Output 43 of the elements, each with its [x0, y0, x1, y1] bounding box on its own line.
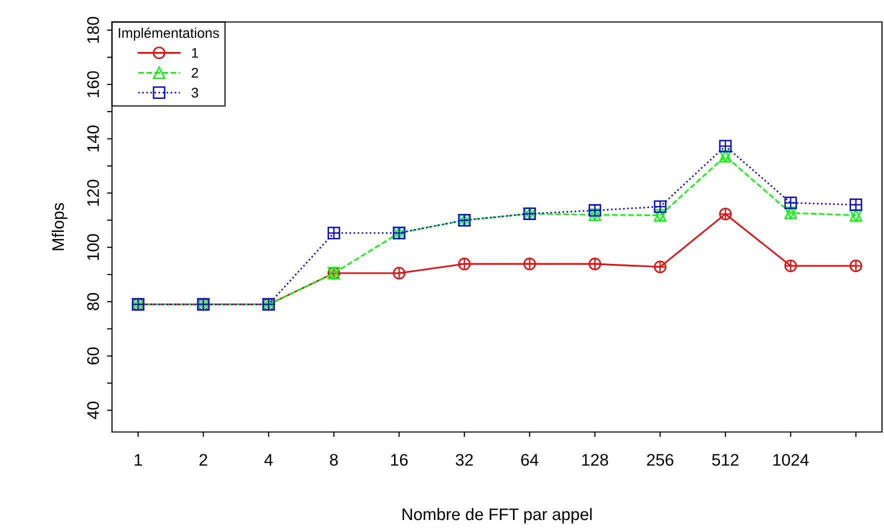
legend-label: 1: [192, 48, 198, 58]
x-tick-label: 8: [330, 454, 338, 466]
point: [654, 209, 666, 222]
point: [850, 198, 862, 211]
legend-label: 3: [192, 88, 198, 98]
y-tick-label: 100: [87, 234, 99, 260]
x-tick-label: 32: [456, 454, 473, 466]
point: [588, 258, 602, 270]
point: [654, 260, 666, 274]
y-tick-label: 60: [87, 347, 99, 364]
x-tick-label: 1: [134, 454, 142, 466]
y-tick-label: 160: [87, 71, 99, 98]
point: [588, 204, 602, 217]
x-tick-label: 4: [264, 454, 273, 466]
y-tick-label: 80: [87, 293, 99, 310]
point: [328, 226, 340, 240]
x-tick-label: 256: [647, 454, 674, 466]
point: [392, 266, 406, 280]
point: [784, 196, 797, 210]
legend-title: Implémentations: [118, 28, 219, 41]
x-tick-label: 1024: [773, 454, 809, 466]
point: [784, 260, 797, 272]
y-tick-label: 180: [87, 16, 99, 43]
point: [719, 208, 732, 220]
point: [588, 208, 602, 222]
y-tick-label: 140: [87, 126, 99, 152]
point: [523, 258, 536, 270]
x-tick-label: 128: [582, 454, 608, 466]
x-tick-label: 2: [200, 454, 208, 466]
y-tick-label: 40: [87, 402, 99, 420]
x-tick-label: 64: [521, 454, 538, 466]
y-tick-label: 120: [87, 180, 99, 206]
point: [458, 258, 471, 270]
y-axis-title: Mflops: [52, 203, 68, 250]
x-tick-label: 512: [712, 454, 738, 466]
point: [850, 260, 862, 272]
point: [719, 140, 732, 152]
x-tick-label: 16: [391, 454, 408, 466]
legend-label: 2: [192, 68, 198, 78]
point: [784, 206, 797, 220]
point: [654, 200, 666, 213]
point: [850, 209, 862, 222]
x-axis-title: Nombre de FFT par appel: [402, 508, 592, 524]
